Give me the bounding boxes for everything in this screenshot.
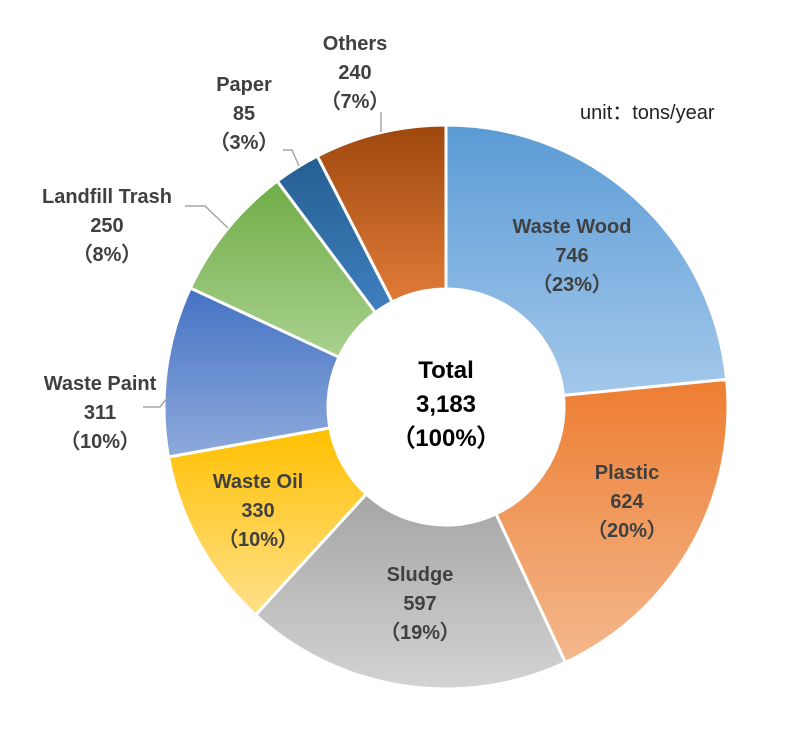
slice-category-label: Waste Wood — [513, 216, 632, 238]
slice-category-label: Waste Paint — [44, 373, 157, 395]
slice-percent-label: （7%） — [321, 90, 390, 113]
slice-value-label: 330 — [241, 500, 274, 522]
slice-labels-layer: Waste Wood 746 （23%） Plastic 624 （20%） Sludge 5… — [42, 33, 667, 644]
slice-value-label: 746 — [555, 245, 588, 267]
leader-line-landfill-trash — [185, 205, 229, 229]
leader-line-waste-paint — [143, 397, 168, 408]
slice-category-label: Waste Oil — [213, 471, 303, 493]
slice-waste-wood — [444, 123, 729, 398]
slice-value-label: 624 — [610, 491, 644, 513]
unit-label: unit：tons/year — [580, 102, 715, 124]
slice-label-waste-wood: Waste Wood 746 （23%） — [513, 216, 632, 296]
leader-line-paper — [283, 149, 300, 167]
slice-label-others: Others 240 （7%） — [321, 33, 390, 113]
slice-category-label: Landfill Trash — [42, 186, 172, 208]
slice-percent-label: （23%） — [532, 273, 612, 296]
center-title: Total — [418, 357, 474, 384]
slice-category-label: Plastic — [595, 462, 659, 484]
slice-label-plastic: Plastic 624 （20%） — [587, 462, 667, 542]
slice-value-label: 311 — [84, 402, 116, 424]
slice-value-label: 597 — [403, 593, 436, 615]
leader-lines-layer — [143, 112, 382, 408]
slice-percent-label: （10%） — [60, 430, 140, 453]
slice-waste-oil — [166, 426, 369, 618]
slice-percent-label: （20%） — [587, 519, 667, 542]
slice-category-label: Others — [323, 33, 387, 55]
center-total-value: 3,183 — [416, 391, 476, 418]
slice-percent-label: （8%） — [73, 243, 142, 266]
slice-label-sludge: Sludge 597 （19%） — [380, 564, 460, 644]
slice-percent-label: （10%） — [218, 528, 298, 551]
slice-category-label: Sludge — [387, 564, 454, 586]
slice-category-label: Paper — [216, 74, 272, 96]
slice-value-label: 85 — [233, 103, 255, 125]
center-total-label: Total 3,183 （100%） — [391, 357, 500, 452]
slice-percent-label: （3%） — [210, 131, 279, 154]
slice-label-waste-oil: Waste Oil 330 （10%） — [213, 471, 303, 551]
slice-sludge — [253, 491, 568, 691]
slices-layer — [162, 123, 730, 691]
slice-label-paper: Paper 85 （3%） — [210, 74, 279, 154]
center-total-percent: （100%） — [391, 425, 500, 452]
slice-others — [315, 123, 448, 305]
slice-plastic — [493, 377, 730, 665]
slice-value-label: 250 — [90, 215, 123, 237]
slice-label-landfill-trash: Landfill Trash 250 （8%） — [42, 186, 172, 266]
slice-label-waste-paint: Waste Paint 311 （10%） — [44, 373, 157, 453]
slice-value-label: 240 — [338, 62, 371, 84]
slice-percent-label: （19%） — [380, 621, 460, 644]
